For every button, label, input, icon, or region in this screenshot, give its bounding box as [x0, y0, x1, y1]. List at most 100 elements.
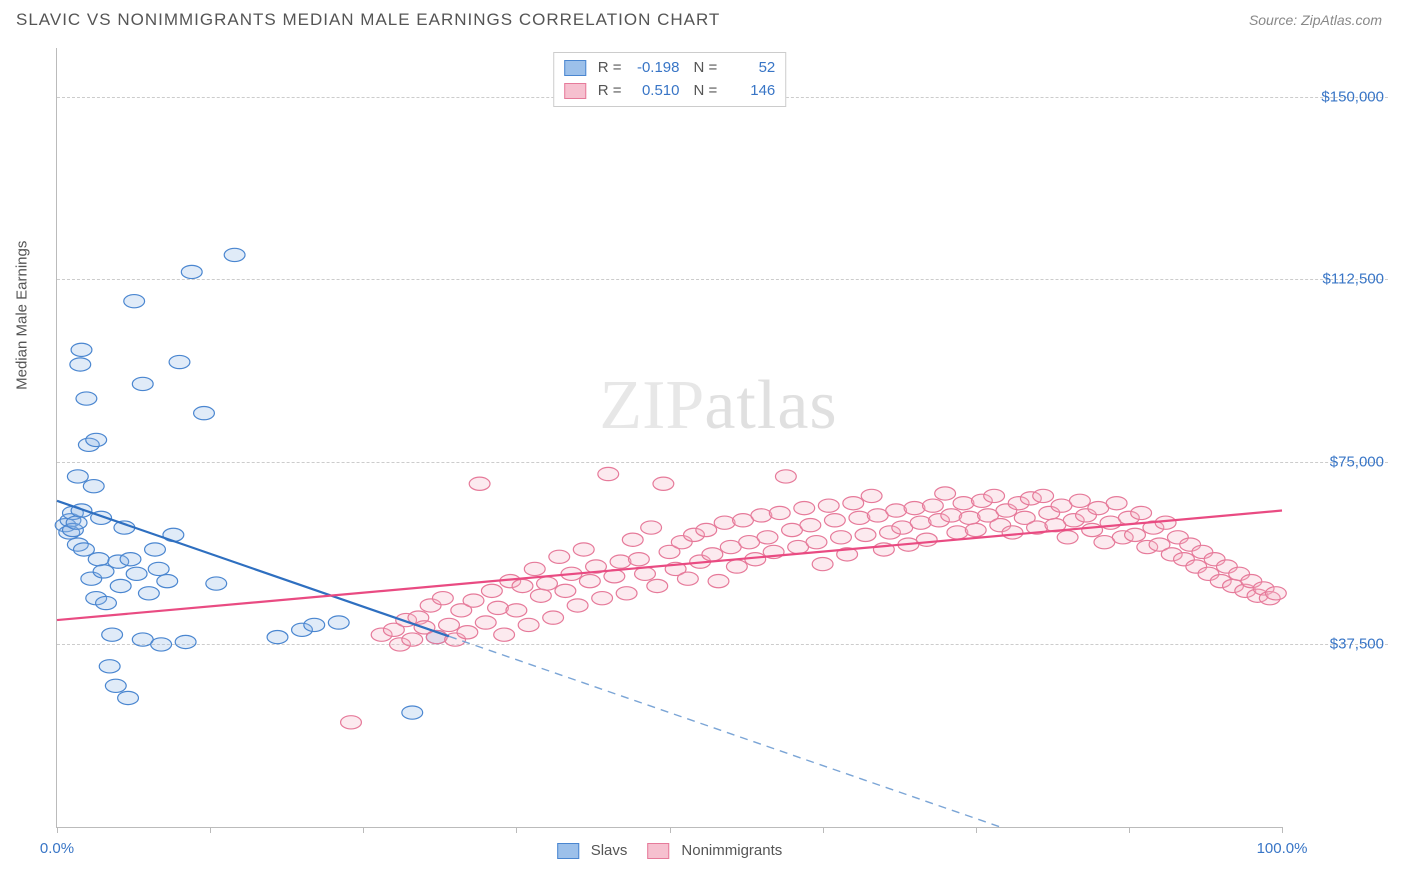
- data-point-nonimmigrants: [794, 501, 815, 514]
- chart-container: Median Male Earnings ZIPatlas R =-0.198N…: [26, 44, 1388, 868]
- data-point-nonimmigrants: [622, 533, 643, 546]
- y-tick-label: $112,500: [1288, 271, 1384, 288]
- data-point-nonimmigrants: [402, 633, 423, 646]
- data-point-nonimmigrants: [849, 511, 870, 524]
- data-point-nonimmigrants: [647, 579, 668, 592]
- data-point-slavs: [102, 628, 123, 641]
- data-point-slavs: [181, 265, 202, 278]
- data-point-nonimmigrants: [886, 504, 907, 517]
- data-point-nonimmigrants: [947, 526, 968, 539]
- data-point-nonimmigrants: [941, 509, 962, 522]
- data-point-nonimmigrants: [1094, 536, 1115, 549]
- data-point-slavs: [120, 553, 141, 566]
- data-point-nonimmigrants: [812, 557, 833, 570]
- data-point-slavs: [157, 575, 178, 588]
- data-point-slavs: [124, 295, 145, 308]
- legend-swatch-slavs: [557, 843, 579, 859]
- source-name: ZipAtlas.com: [1301, 12, 1382, 28]
- data-point-nonimmigrants: [806, 536, 827, 549]
- data-point-nonimmigrants: [1125, 528, 1146, 541]
- data-point-slavs: [132, 377, 153, 390]
- data-point-slavs: [304, 618, 325, 631]
- data-point-nonimmigrants: [1088, 501, 1109, 514]
- data-point-nonimmigrants: [567, 599, 588, 612]
- data-point-nonimmigrants: [843, 497, 864, 510]
- r-label: R =: [598, 57, 622, 80]
- legend-item-nonimmigrants: Nonimmigrants: [647, 842, 782, 859]
- data-point-nonimmigrants: [910, 516, 931, 529]
- data-point-nonimmigrants: [965, 523, 986, 536]
- data-point-nonimmigrants: [1082, 523, 1103, 536]
- data-point-nonimmigrants: [628, 553, 649, 566]
- data-point-nonimmigrants: [494, 628, 515, 641]
- data-point-slavs: [145, 543, 166, 556]
- data-point-nonimmigrants: [1106, 497, 1127, 510]
- legend-item-slavs: Slavs: [557, 842, 628, 859]
- x-tick-label: 100.0%: [1257, 840, 1308, 857]
- data-point-nonimmigrants: [439, 618, 460, 631]
- data-point-nonimmigrants: [518, 618, 539, 631]
- data-point-slavs: [88, 553, 109, 566]
- data-point-slavs: [402, 706, 423, 719]
- source-attribution: Source: ZipAtlas.com: [1249, 12, 1382, 28]
- x-tick: [516, 827, 517, 833]
- data-point-nonimmigrants: [457, 626, 478, 639]
- data-point-slavs: [71, 343, 92, 356]
- data-point-slavs: [66, 516, 87, 529]
- data-point-slavs: [67, 470, 88, 483]
- data-point-nonimmigrants: [861, 489, 882, 502]
- data-point-nonimmigrants: [696, 523, 717, 536]
- data-point-nonimmigrants: [720, 540, 741, 553]
- x-tick: [210, 827, 211, 833]
- data-point-nonimmigrants: [549, 550, 570, 563]
- data-point-nonimmigrants: [475, 616, 496, 629]
- data-point-nonimmigrants: [733, 514, 754, 527]
- data-point-nonimmigrants: [432, 592, 453, 605]
- data-point-nonimmigrants: [800, 519, 821, 532]
- data-point-nonimmigrants: [867, 509, 888, 522]
- legend-label-slavs: Slavs: [591, 842, 628, 859]
- r-value-slavs: -0.198: [630, 57, 680, 80]
- chart-title: SLAVIC VS NONIMMIGRANTS MEDIAN MALE EARN…: [16, 10, 720, 30]
- x-tick: [363, 827, 364, 833]
- data-point-nonimmigrants: [524, 562, 545, 575]
- data-point-nonimmigrants: [598, 467, 619, 480]
- x-tick: [823, 827, 824, 833]
- data-point-nonimmigrants: [775, 470, 796, 483]
- data-point-nonimmigrants: [984, 489, 1005, 502]
- data-point-nonimmigrants: [463, 594, 484, 607]
- data-point-nonimmigrants: [751, 509, 772, 522]
- legend-swatch-nonimmigrants: [647, 843, 669, 859]
- x-tick-label: 0.0%: [40, 840, 74, 857]
- data-point-nonimmigrants: [824, 514, 845, 527]
- data-point-slavs: [99, 660, 120, 673]
- data-point-nonimmigrants: [1131, 506, 1152, 519]
- data-point-nonimmigrants: [702, 548, 723, 561]
- data-point-nonimmigrants: [506, 604, 527, 617]
- data-point-nonimmigrants: [641, 521, 662, 534]
- data-point-nonimmigrants: [1265, 587, 1286, 600]
- data-point-nonimmigrants: [708, 575, 729, 588]
- data-point-slavs: [194, 407, 215, 420]
- y-tick-label: $150,000: [1288, 88, 1384, 105]
- data-point-slavs: [76, 392, 97, 405]
- data-point-nonimmigrants: [782, 523, 803, 536]
- data-point-nonimmigrants: [788, 540, 809, 553]
- r-value-nonimmigrants: 0.510: [630, 80, 680, 103]
- n-value-slavs: 52: [725, 57, 775, 80]
- data-point-slavs: [126, 567, 147, 580]
- data-point-nonimmigrants: [726, 560, 747, 573]
- data-point-slavs: [118, 691, 139, 704]
- data-point-nonimmigrants: [959, 511, 980, 524]
- data-point-nonimmigrants: [677, 572, 698, 585]
- data-point-slavs: [110, 579, 131, 592]
- data-point-slavs: [148, 562, 169, 575]
- n-label: N =: [694, 80, 718, 103]
- x-tick: [1282, 827, 1283, 833]
- data-point-slavs: [175, 635, 196, 648]
- data-point-nonimmigrants: [922, 499, 943, 512]
- data-point-slavs: [224, 248, 245, 261]
- y-axis-label: Median Male Earnings: [14, 241, 31, 390]
- x-tick: [976, 827, 977, 833]
- data-point-nonimmigrants: [488, 601, 509, 614]
